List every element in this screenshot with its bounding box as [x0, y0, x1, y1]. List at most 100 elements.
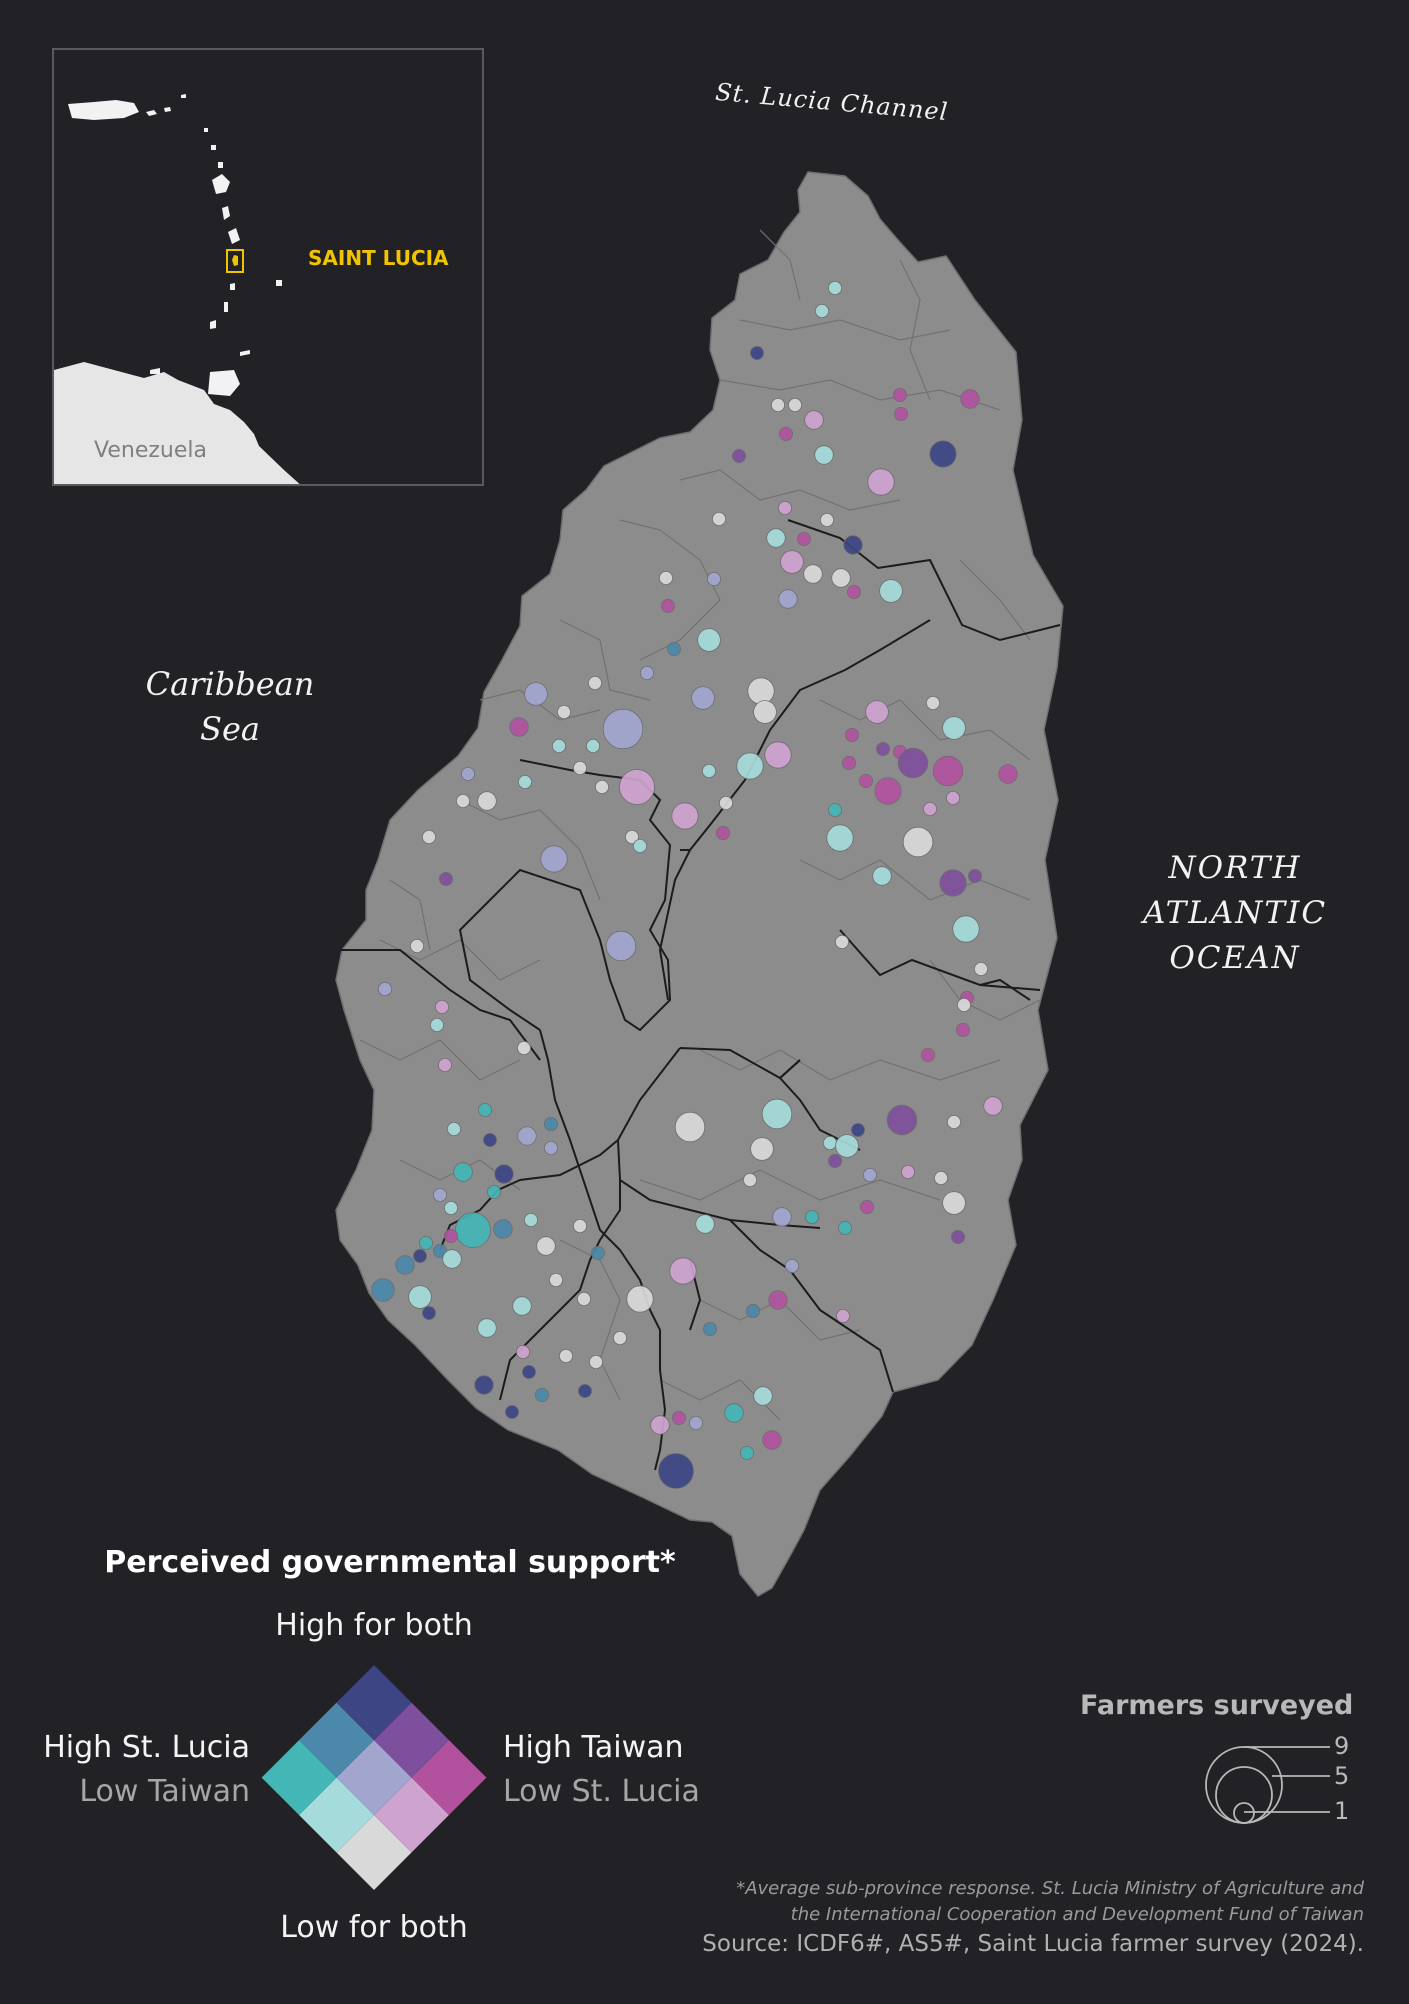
ocean-label-line1: NORTH: [1168, 850, 1302, 886]
survey-point: [669, 1257, 697, 1285]
survey-point: [460, 767, 475, 782]
survey-point: [998, 764, 1018, 784]
survey-point: [872, 866, 892, 886]
survey-point: [605, 930, 637, 962]
survey-point: [771, 397, 786, 412]
survey-point: [512, 1296, 532, 1316]
survey-point: [828, 803, 843, 818]
survey-point: [577, 1292, 592, 1307]
survey-point: [412, 1249, 427, 1264]
survey-point: [719, 796, 734, 811]
survey-point: [942, 1191, 966, 1215]
survey-point: [659, 571, 674, 586]
survey-point: [437, 1058, 452, 1073]
survey-point: [874, 777, 902, 805]
survey-point: [549, 1273, 564, 1288]
survey-point: [921, 1048, 936, 1063]
size-legend-label-1: 1: [1334, 1797, 1350, 1825]
survey-point: [544, 1117, 559, 1132]
survey-point: [828, 1154, 843, 1169]
island-shape-1: [164, 107, 171, 112]
survey-point: [535, 1388, 550, 1403]
survey-point: [859, 774, 874, 789]
survey-point: [625, 830, 640, 845]
legend-title: Perceived governmental support*: [104, 1545, 676, 1580]
survey-point: [766, 528, 786, 548]
survey-point: [667, 642, 682, 657]
survey-point: [446, 1122, 461, 1137]
survey-point: [697, 628, 721, 652]
survey-point: [732, 448, 747, 463]
guadeloupe-shape: [212, 174, 230, 194]
survey-point: [815, 303, 830, 318]
st-vincent-shape: [230, 283, 235, 290]
survey-point: [939, 869, 967, 897]
survey-points: [371, 280, 1018, 1489]
legend-left-label-line2: Low Taiwan: [79, 1774, 250, 1809]
survey-point: [942, 716, 966, 740]
survey-point: [455, 794, 470, 809]
survey-point: [371, 1278, 395, 1302]
survey-point: [780, 550, 804, 574]
survey-point: [901, 1165, 916, 1180]
survey-point: [778, 589, 798, 609]
survey-point: [474, 1375, 494, 1395]
caribbean-sea-label-line1: Caribbean: [145, 665, 315, 703]
survey-point: [897, 747, 929, 779]
survey-point: [926, 696, 941, 711]
survey-point: [957, 998, 972, 1013]
survey-point: [831, 568, 851, 588]
survey-point: [805, 1210, 820, 1225]
survey-point: [661, 599, 676, 614]
survey-point: [408, 1285, 432, 1309]
survey-point: [504, 1405, 519, 1420]
survey-point: [750, 345, 765, 360]
virgin-islands-shape: [146, 110, 157, 116]
survey-point: [845, 728, 860, 743]
survey-point: [960, 389, 980, 409]
survey-point: [929, 440, 957, 468]
survey-point: [753, 700, 777, 724]
survey-point: [442, 1249, 462, 1269]
survey-point: [761, 1098, 793, 1130]
survey-point: [836, 1309, 851, 1324]
survey-point: [689, 1416, 704, 1431]
survey-point: [421, 830, 436, 845]
survey-point: [517, 1126, 537, 1146]
survey-point: [753, 1386, 773, 1406]
martinique-shape: [228, 228, 240, 244]
survey-point: [702, 764, 717, 779]
survey-point: [524, 1213, 539, 1228]
survey-point: [524, 682, 548, 706]
survey-point: [947, 1115, 962, 1130]
survey-point: [716, 826, 731, 841]
survey-point: [672, 1411, 687, 1426]
survey-point: [540, 845, 568, 873]
venezuela-shape: [54, 362, 300, 484]
barbados-shape: [276, 280, 282, 286]
survey-point: [674, 1111, 706, 1143]
survey-point: [835, 1134, 859, 1158]
source-credit: Source: ICDF6#, AS5#, Saint Lucia farmer…: [702, 1931, 1364, 1957]
grenada-shape: [210, 320, 216, 329]
survey-point: [762, 1430, 782, 1450]
survey-point: [477, 1318, 497, 1338]
size-legend-title: Farmers surveyed: [1080, 1690, 1354, 1721]
survey-point: [797, 532, 812, 547]
survey-point: [932, 755, 964, 787]
survey-point: [516, 1345, 531, 1360]
survey-point: [886, 1104, 918, 1136]
saint-lucia-inset-shape: [232, 255, 238, 266]
survey-point: [477, 791, 497, 811]
survey-point: [828, 280, 843, 295]
survey-point: [879, 579, 903, 603]
survey-point: [785, 1259, 800, 1274]
survey-point: [823, 1136, 838, 1151]
survey-point: [743, 1173, 758, 1188]
survey-point: [650, 1415, 670, 1435]
survey-point: [804, 410, 824, 430]
legend-left-label-line1: High St. Lucia: [43, 1730, 250, 1765]
survey-point: [847, 585, 862, 600]
survey-point: [736, 752, 764, 780]
